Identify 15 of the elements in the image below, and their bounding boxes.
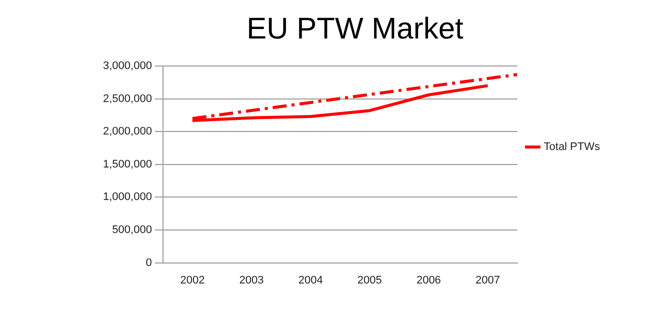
x-tick-label: 2004 [298,274,323,286]
y-tick-label: 3,000,000 [103,60,152,72]
chart-title: EU PTW Market [246,12,464,46]
y-tick-label: 1,000,000 [103,191,152,204]
x-tick-label: 2005 [357,274,382,286]
y-tick-label: 500,000 [112,224,152,236]
x-tick-label: 2002 [180,274,205,286]
x-tick-label: 2006 [416,274,441,286]
x-tick-label: 2003 [239,274,264,286]
x-tick-label: 2007 [476,274,500,286]
y-tick-label: 0 [146,256,152,269]
y-tick-label: 1,500,000 [103,158,152,170]
y-tick-label: 2,000,000 [103,126,152,138]
legend-label: Total PTWs [544,141,600,154]
y-tick-label: 2,500,000 [103,92,152,105]
